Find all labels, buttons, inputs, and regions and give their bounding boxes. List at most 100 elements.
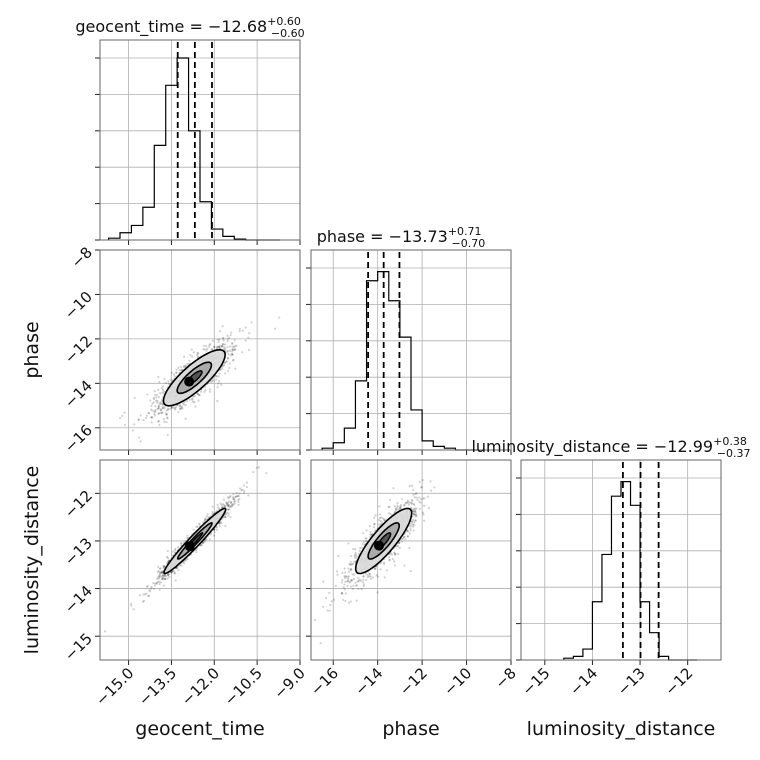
sample-point [429, 489, 433, 492]
sample-point [196, 393, 200, 396]
sample-point [209, 388, 212, 391]
sample-point [265, 472, 268, 475]
sample-point [158, 401, 162, 405]
sample-point [181, 407, 184, 410]
sample-point [406, 500, 409, 504]
sample-point [241, 329, 244, 332]
sample-point [163, 420, 166, 423]
sample-point [374, 514, 377, 517]
sample-point [354, 584, 357, 587]
sample-point [156, 576, 159, 579]
sample-point [162, 390, 166, 393]
sample-point [156, 578, 159, 581]
sample-point [380, 521, 384, 524]
sample-point [353, 553, 356, 557]
sample-point [395, 545, 398, 548]
sample-point [204, 517, 207, 520]
sample-point [381, 517, 385, 520]
sample-point [155, 581, 158, 585]
sample-point [414, 513, 417, 517]
sample-point [159, 567, 162, 570]
sample-point [161, 406, 164, 410]
sample-point [172, 406, 175, 409]
sample-point [160, 407, 163, 410]
sample-point [343, 575, 346, 578]
sample-point [165, 413, 168, 416]
sample-point [191, 355, 194, 358]
sample-point [394, 552, 397, 556]
sample-point [222, 336, 225, 340]
sample-point [228, 362, 232, 365]
sample-point [188, 359, 191, 362]
sample-point [247, 336, 250, 339]
sample-point [373, 522, 376, 526]
sample-point [229, 354, 232, 357]
sample-point [153, 390, 156, 393]
sample-point [221, 337, 225, 340]
sample-point [180, 369, 183, 372]
sample-point [221, 344, 224, 348]
sample-point [165, 412, 168, 415]
sample-point [385, 569, 388, 572]
sample-point [232, 497, 235, 500]
sample-point [231, 504, 234, 507]
sample-point [188, 398, 191, 401]
sample-point [203, 390, 206, 393]
sample-point [158, 423, 161, 427]
sample-point [393, 552, 397, 555]
sample-point [224, 524, 227, 527]
sample-point [206, 513, 209, 516]
sample-point [393, 510, 396, 514]
sample-point [178, 564, 181, 567]
sample-point [226, 511, 229, 514]
sample-point [172, 373, 176, 376]
sample-point [409, 570, 412, 573]
sample-point [193, 394, 196, 398]
sample-point [354, 581, 357, 584]
sample-point [223, 515, 226, 519]
sample-point [159, 571, 162, 575]
sample-point [344, 580, 347, 583]
sample-point [177, 569, 180, 572]
sample-point [173, 375, 176, 378]
sample-point [158, 392, 162, 395]
sample-point [241, 488, 244, 491]
sample-point [341, 579, 344, 582]
sample-point [426, 495, 430, 498]
sample-point [161, 405, 164, 408]
sample-point [347, 601, 351, 604]
sample-point [216, 338, 219, 341]
sample-point [151, 409, 154, 412]
sample-point [366, 576, 369, 579]
sample-point [413, 510, 416, 513]
sample-point [158, 572, 162, 575]
sample-point [217, 506, 220, 509]
sample-point [350, 579, 353, 582]
sample-point [404, 501, 407, 505]
sample-point [237, 499, 240, 502]
sample-point [137, 418, 140, 421]
sample-point [231, 359, 235, 362]
sample-point [204, 388, 207, 392]
sample-point [163, 407, 166, 410]
sample-point [354, 553, 357, 556]
sample-point [218, 380, 221, 383]
sample-point [218, 347, 221, 350]
sample-point [170, 371, 173, 375]
sample-point [368, 572, 371, 575]
sample-point [237, 503, 240, 506]
sample-point [170, 571, 173, 574]
sample-point [150, 585, 153, 589]
sample-point [173, 571, 176, 575]
sample-point [221, 506, 224, 509]
sample-point [349, 585, 353, 588]
sample-point [229, 516, 232, 519]
sample-point [118, 417, 122, 420]
sample-point [211, 379, 214, 383]
sample-point [232, 500, 236, 503]
sample-point [337, 554, 340, 558]
sample-point [153, 584, 157, 587]
sample-point [406, 499, 410, 502]
sample-point [322, 605, 325, 608]
sample-point [335, 570, 339, 573]
